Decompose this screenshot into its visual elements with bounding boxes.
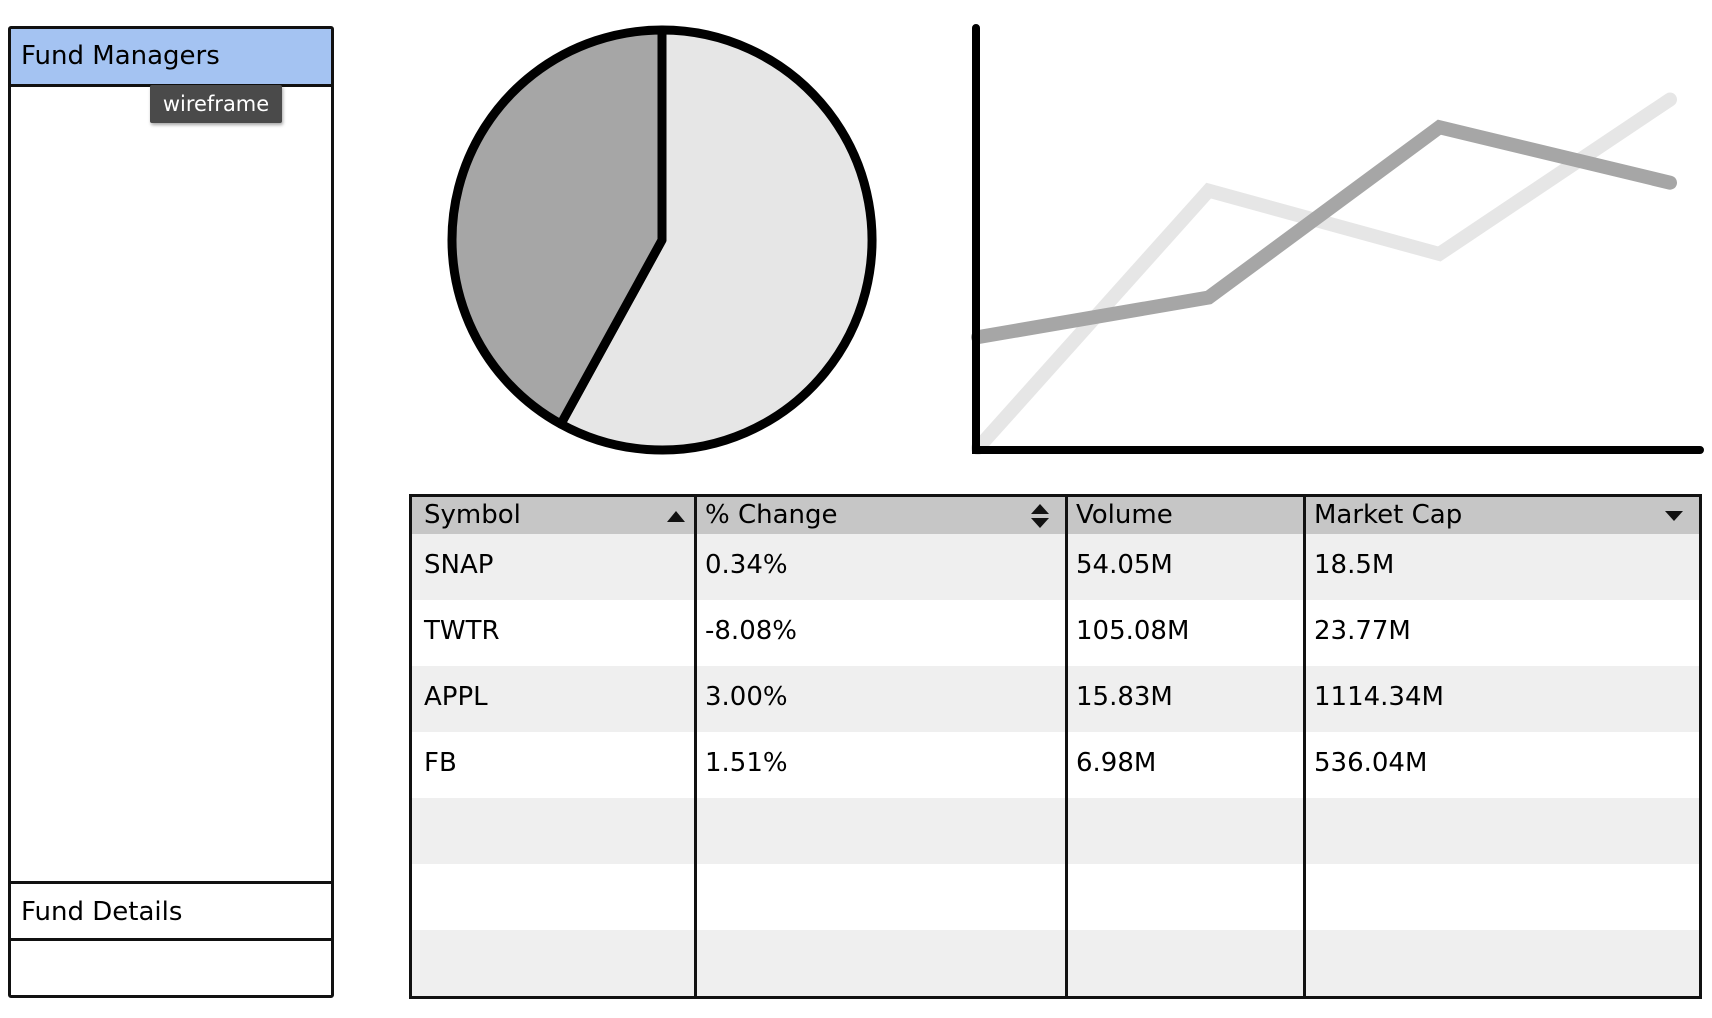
column-header-symbol[interactable]: Symbol	[424, 500, 521, 530]
cell-volume: 15.83M	[1076, 682, 1173, 712]
table-row[interactable]	[412, 864, 1699, 930]
column-divider[interactable]	[694, 497, 697, 996]
table-row[interactable]	[412, 798, 1699, 864]
cell-volume: 105.08M	[1076, 616, 1190, 646]
line-series	[971, 119, 1677, 345]
table-row[interactable]: SNAP 0.34% 54.05M 18.5M	[412, 534, 1699, 600]
cell-market-cap: 18.5M	[1314, 550, 1395, 580]
accordion-header-fund-managers[interactable]: Fund Managers	[11, 29, 331, 87]
cell-symbol: TWTR	[424, 616, 500, 646]
data-grid: SNAP 0.34% 54.05M 18.5M TWTR -8.08% 105.08M 23.…	[409, 494, 1702, 999]
cell-symbol: APPL	[424, 682, 488, 712]
cell-change: 1.51%	[705, 748, 788, 778]
line-chart	[971, 24, 1704, 455]
column-divider[interactable]	[1303, 497, 1306, 996]
accordion-panel: Fund Managers Fund Details	[8, 26, 334, 998]
pie-chart	[447, 25, 877, 455]
column-header-change[interactable]: % Change	[705, 500, 838, 530]
cell-symbol: SNAP	[424, 550, 494, 580]
grid-header	[412, 497, 1699, 534]
pie-slice	[556, 25, 877, 455]
table-row[interactable]: TWTR -8.08% 105.08M 23.77M	[412, 600, 1699, 666]
cell-symbol: FB	[424, 748, 457, 778]
pie-slice	[447, 25, 667, 429]
cell-change: 3.00%	[705, 682, 788, 712]
table-row[interactable]	[412, 930, 1699, 996]
tooltip: wireframe	[150, 85, 282, 123]
cell-market-cap: 536.04M	[1314, 748, 1428, 778]
cell-change: -8.08%	[705, 616, 797, 646]
column-divider[interactable]	[1065, 497, 1068, 996]
sort-toggle-icon[interactable]	[1028, 497, 1052, 534]
cell-volume: 54.05M	[1076, 550, 1173, 580]
sort-descending-icon[interactable]	[1662, 497, 1686, 534]
cell-change: 0.34%	[705, 550, 788, 580]
table-row[interactable]: APPL 3.00% 15.83M 1114.34M	[412, 666, 1699, 732]
sort-ascending-icon[interactable]	[664, 497, 688, 534]
accordion-header-fund-details[interactable]: Fund Details	[11, 881, 331, 941]
cell-market-cap: 23.77M	[1314, 616, 1411, 646]
table-row[interactable]: FB 1.51% 6.98M 536.04M	[412, 732, 1699, 798]
cell-market-cap: 1114.34M	[1314, 682, 1444, 712]
accordion-header-label: Fund Managers	[21, 41, 220, 71]
column-header-market-cap[interactable]: Market Cap	[1314, 500, 1463, 530]
chart-axes	[972, 24, 1704, 454]
accordion-header-label: Fund Details	[21, 897, 183, 927]
cell-volume: 6.98M	[1076, 748, 1157, 778]
column-header-volume[interactable]: Volume	[1076, 500, 1173, 530]
